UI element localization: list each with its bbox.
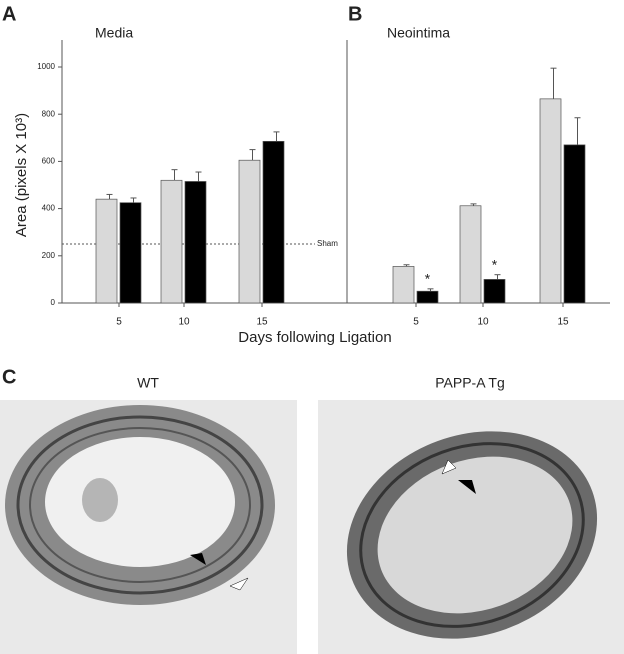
significance-mark: * — [425, 271, 431, 287]
bar — [392, 266, 415, 304]
micrograph-papp-a — [318, 400, 624, 654]
panel-label: C — [2, 366, 16, 388]
bar — [238, 159, 261, 304]
image-label: PAPP-A Tg — [435, 375, 505, 391]
panel-label: B — [348, 3, 362, 25]
y-tick-label: 600 — [42, 157, 56, 166]
bar — [483, 279, 506, 304]
bar — [184, 181, 207, 304]
bar — [563, 144, 586, 304]
x-axis-label: Days following Ligation — [238, 329, 391, 346]
chart-title: Neointima — [387, 25, 450, 41]
y-axis-label: Area (pixels X 10³) — [13, 113, 30, 237]
y-tick-label: 0 — [51, 298, 56, 307]
bar — [95, 198, 118, 304]
significance-mark: * — [492, 256, 498, 272]
y-tick-label: 400 — [42, 204, 56, 213]
bar — [119, 202, 142, 304]
chart-title: Media — [95, 25, 133, 41]
bar — [459, 205, 482, 304]
y-tick-label: 1000 — [37, 62, 55, 71]
panel-label: A — [2, 3, 16, 25]
x-tick-label: 10 — [477, 317, 489, 328]
bar — [160, 179, 183, 304]
micrograph-wt — [0, 400, 297, 654]
bar — [416, 290, 439, 304]
image-label: WT — [137, 375, 159, 391]
x-tick-label: 5 — [413, 317, 419, 328]
x-tick-label: 5 — [116, 317, 122, 328]
bar — [539, 98, 562, 304]
x-tick-label: 15 — [256, 317, 268, 328]
bar — [262, 140, 285, 304]
y-tick-label: 800 — [42, 109, 56, 118]
y-tick-label: 200 — [42, 251, 56, 260]
x-tick-label: 10 — [178, 317, 190, 328]
x-tick-label: 15 — [557, 317, 569, 328]
reference-label: Sham — [317, 239, 338, 248]
